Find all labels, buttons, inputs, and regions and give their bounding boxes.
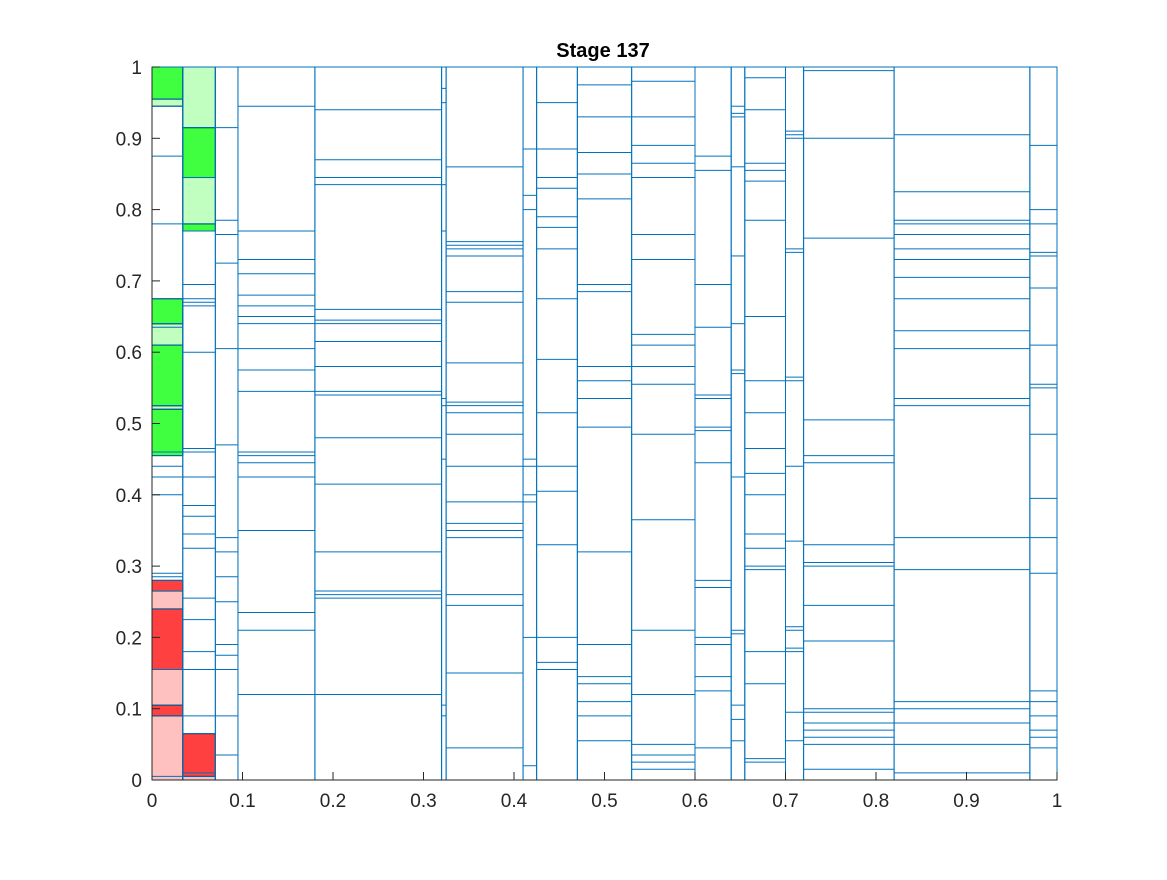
- column-outline: [214, 66, 239, 781]
- filled-cell: [182, 177, 216, 225]
- filled-cell: [151, 608, 184, 670]
- filled-cell: [151, 344, 184, 407]
- column-outline: [314, 66, 443, 781]
- y-tick-label: 0: [131, 771, 142, 792]
- column-outline: [803, 66, 895, 781]
- filled-cell: [182, 733, 216, 777]
- column-outline: [785, 66, 805, 781]
- y-tick-label: 0.2: [116, 628, 142, 649]
- y-tick-label: 0.9: [116, 129, 142, 150]
- y-tick-label: 0.7: [116, 272, 142, 293]
- x-tick-label: 0: [147, 791, 158, 812]
- x-tick-label: 0.8: [863, 791, 889, 812]
- y-tick-label: 0.5: [116, 415, 142, 436]
- filled-cell: [151, 405, 184, 410]
- filled-cell: [182, 223, 216, 232]
- y-tick-label: 0.6: [116, 343, 142, 364]
- column-outline: [631, 66, 696, 781]
- x-tick-label: 0.9: [953, 791, 979, 812]
- filled-cell: [151, 579, 184, 592]
- y-tick-label: 0.4: [116, 486, 143, 507]
- column-outline: [744, 66, 787, 781]
- filled-cell: [151, 408, 184, 457]
- filled-cell: [182, 127, 216, 179]
- cells-layer: [151, 66, 216, 781]
- filled-cell: [182, 775, 216, 781]
- axes-layer: 0 0.1 0.2 0.3 0.4 0.5 0.6 0.7 0.8 0.9 1 0 0.1 0.2 0.3 0…: [116, 58, 1063, 812]
- outline-layer: [151, 66, 1058, 781]
- filled-cell: [151, 98, 184, 107]
- column-outline: [730, 66, 746, 781]
- column-outline: [536, 66, 578, 781]
- filled-cell: [151, 66, 184, 100]
- filled-cell: [182, 66, 216, 129]
- column-outline: [694, 66, 732, 781]
- filled-cell: [151, 715, 184, 781]
- y-tick-label: 0.8: [116, 201, 142, 222]
- x-tick-label: 0.1: [229, 791, 255, 812]
- x-tick-label: 1: [1052, 791, 1063, 812]
- column-outline: [893, 66, 1031, 781]
- column-outline: [237, 66, 316, 781]
- x-tick-label: 0.5: [591, 791, 617, 812]
- filled-cell: [151, 298, 184, 325]
- x-tick-label: 0.4: [501, 791, 528, 812]
- filled-cell: [151, 668, 184, 706]
- column-outline: [1029, 66, 1058, 781]
- x-tick-label: 0.3: [410, 791, 436, 812]
- column-outline: [522, 66, 538, 781]
- filled-cell: [151, 704, 184, 717]
- x-tick-label: 0.2: [320, 791, 346, 812]
- column-outline: [441, 66, 447, 781]
- x-tick-label: 0.6: [682, 791, 708, 812]
- filled-cell: [151, 590, 184, 610]
- x-tick-label: 0.7: [772, 791, 798, 812]
- y-tick-label: 0.3: [116, 557, 142, 578]
- chart-title: Stage 137: [556, 40, 649, 62]
- y-tick-label: 0.1: [116, 700, 142, 721]
- y-tick-label: 1: [131, 58, 142, 79]
